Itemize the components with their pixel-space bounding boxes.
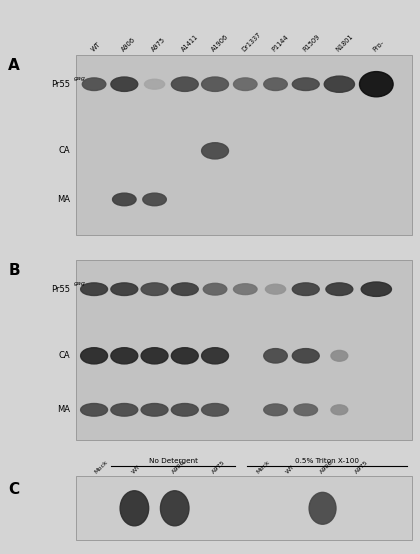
Ellipse shape bbox=[144, 79, 165, 89]
Text: A906: A906 bbox=[171, 459, 186, 475]
Text: N1801: N1801 bbox=[335, 34, 354, 53]
Text: B: B bbox=[8, 263, 20, 278]
Ellipse shape bbox=[120, 491, 149, 526]
Text: MA: MA bbox=[58, 195, 71, 204]
Ellipse shape bbox=[171, 77, 198, 91]
Text: No Detergent: No Detergent bbox=[149, 458, 197, 464]
Text: A906: A906 bbox=[319, 459, 334, 475]
Ellipse shape bbox=[81, 403, 108, 416]
Text: A975: A975 bbox=[150, 37, 167, 53]
Ellipse shape bbox=[111, 348, 138, 364]
Ellipse shape bbox=[160, 491, 189, 526]
Ellipse shape bbox=[360, 71, 393, 97]
Text: P1144: P1144 bbox=[271, 34, 290, 53]
Text: Mock: Mock bbox=[255, 459, 270, 475]
Ellipse shape bbox=[331, 351, 348, 361]
Ellipse shape bbox=[292, 78, 319, 90]
Ellipse shape bbox=[202, 143, 228, 159]
Ellipse shape bbox=[141, 403, 168, 416]
Text: MA: MA bbox=[58, 406, 71, 414]
Ellipse shape bbox=[171, 403, 198, 416]
Text: A1906: A1906 bbox=[211, 34, 230, 53]
Ellipse shape bbox=[111, 77, 138, 91]
Ellipse shape bbox=[264, 348, 287, 363]
Bar bbox=[76, 476, 412, 540]
Ellipse shape bbox=[111, 403, 138, 416]
Ellipse shape bbox=[141, 283, 168, 295]
Text: CA: CA bbox=[59, 351, 71, 360]
Text: A975: A975 bbox=[354, 460, 370, 475]
Text: A906: A906 bbox=[120, 37, 136, 53]
Ellipse shape bbox=[292, 348, 319, 363]
Text: A: A bbox=[8, 58, 20, 73]
Ellipse shape bbox=[326, 283, 353, 295]
Text: gag: gag bbox=[74, 281, 85, 286]
Ellipse shape bbox=[113, 193, 136, 206]
Text: 0.5% Triton X-100: 0.5% Triton X-100 bbox=[295, 458, 359, 464]
Ellipse shape bbox=[171, 348, 198, 364]
Bar bbox=[76, 55, 412, 235]
Ellipse shape bbox=[202, 348, 228, 364]
Text: A1411: A1411 bbox=[181, 34, 200, 53]
Ellipse shape bbox=[141, 348, 168, 364]
Text: WT: WT bbox=[131, 464, 142, 475]
Text: CA: CA bbox=[59, 146, 71, 155]
Text: gag: gag bbox=[74, 76, 85, 81]
Ellipse shape bbox=[331, 405, 348, 415]
Text: Dr1337: Dr1337 bbox=[241, 32, 262, 53]
Ellipse shape bbox=[203, 283, 227, 295]
Ellipse shape bbox=[361, 282, 391, 296]
Ellipse shape bbox=[264, 78, 287, 90]
Text: R1509: R1509 bbox=[302, 34, 321, 53]
Ellipse shape bbox=[294, 404, 318, 416]
Text: A975: A975 bbox=[212, 460, 227, 475]
Ellipse shape bbox=[143, 193, 166, 206]
Ellipse shape bbox=[111, 283, 138, 295]
Ellipse shape bbox=[264, 404, 287, 416]
Ellipse shape bbox=[81, 283, 108, 295]
Ellipse shape bbox=[234, 78, 257, 90]
Ellipse shape bbox=[324, 76, 354, 93]
Text: WT: WT bbox=[90, 42, 102, 53]
Ellipse shape bbox=[81, 348, 108, 364]
Ellipse shape bbox=[171, 283, 198, 295]
Ellipse shape bbox=[265, 284, 286, 294]
Ellipse shape bbox=[234, 284, 257, 295]
Bar bbox=[76, 260, 412, 440]
Ellipse shape bbox=[202, 77, 228, 91]
Ellipse shape bbox=[202, 403, 228, 416]
Ellipse shape bbox=[82, 78, 106, 90]
Text: Pr55: Pr55 bbox=[52, 80, 71, 89]
Ellipse shape bbox=[292, 283, 319, 295]
Ellipse shape bbox=[309, 493, 336, 524]
Text: WT: WT bbox=[286, 464, 296, 475]
Text: C: C bbox=[8, 482, 19, 497]
Text: Pro-: Pro- bbox=[372, 40, 386, 53]
Text: Pr55: Pr55 bbox=[52, 285, 71, 294]
Text: Mock: Mock bbox=[94, 459, 109, 475]
